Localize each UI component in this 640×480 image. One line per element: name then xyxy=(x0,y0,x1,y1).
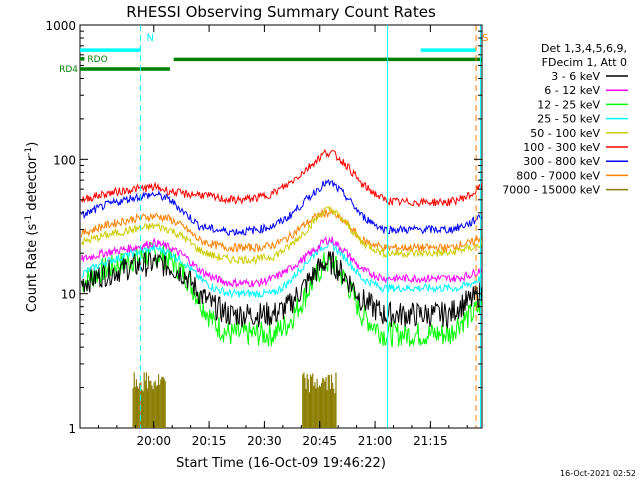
series-line-12-25keV xyxy=(81,241,482,348)
y-tick-label: 10 xyxy=(61,288,76,302)
legend-entry-label: 7000 - 15000 keV xyxy=(502,184,600,197)
y-axis-label-mid: detector xyxy=(25,155,40,215)
x-tick-label: 21:15 xyxy=(413,434,448,448)
y-tick-label: 100 xyxy=(53,153,76,167)
x-tick-label: 20:45 xyxy=(302,434,337,448)
plot-frame xyxy=(79,24,483,429)
legend-entry: 300 - 800 keV xyxy=(523,155,628,168)
legend-entry-label: 100 - 300 keV xyxy=(523,141,600,154)
y-axis-label-sup2: -1 xyxy=(24,147,34,156)
legend-entry-label: 3 - 6 keV xyxy=(551,70,600,83)
legend-entry: 100 - 300 keV xyxy=(523,141,628,154)
series-line-100-300keV xyxy=(81,148,482,208)
series-line-50-100keV xyxy=(81,205,482,266)
flag-label-rdo: RDO xyxy=(87,55,107,65)
legend-entry: 3 - 6 keV xyxy=(551,70,628,83)
vertical-marker-1: N xyxy=(139,25,154,428)
legend-entry: 7000 - 15000 keV xyxy=(502,184,628,197)
y-axis-label-sup1: -1 xyxy=(24,215,34,224)
series-line-300-800keV xyxy=(81,178,482,236)
legend-entry-label: 6 - 12 keV xyxy=(544,84,600,97)
series-layer xyxy=(81,148,482,348)
series-line-800-7000keV xyxy=(81,208,482,254)
legend-entry-label: 50 - 100 keV xyxy=(530,127,600,140)
legend: Det 1,3,4,5,6,9, FDecim 1, Att 0 3 - 6 k… xyxy=(502,42,628,197)
legend-entry-label: 800 - 7000 keV xyxy=(516,169,600,182)
y-tick-label: 1 xyxy=(68,422,76,436)
x-tick-label: 20:30 xyxy=(247,434,282,448)
legend-entry-label: 12 - 25 keV xyxy=(537,98,600,111)
flag-bar-2: RDO xyxy=(80,55,108,65)
axes-layer: 20:00 20:15 20:30 20:45 21:00 21:15 1 10 100 1000 xyxy=(45,19,482,448)
burst-2 xyxy=(302,372,337,428)
x-tick-label: 20:15 xyxy=(192,434,227,448)
vertical-marker-3: S xyxy=(475,25,488,428)
y-axis-label: Count Rate (s-1 detector-1) xyxy=(24,142,40,313)
flag-layer: RDO RD4 xyxy=(59,48,482,75)
burst-1 xyxy=(132,372,166,428)
legend-entry: 800 - 7000 keV xyxy=(516,169,628,182)
legend-entry: 50 - 100 keV xyxy=(530,127,628,140)
flag-label-rd4: RD4 xyxy=(59,65,78,75)
flag-bar-4: RD4 xyxy=(59,65,170,75)
footer-timestamp: 16-Oct-2021 02:52 xyxy=(560,469,636,478)
y-axis-label-end: ) xyxy=(25,142,40,147)
chart-title: RHESSI Observing Summary Count Rates xyxy=(126,3,436,21)
burst-layer xyxy=(132,372,337,428)
marker-label-s: S xyxy=(482,33,488,44)
x-axis-label: Start Time (16-Oct-09 19:46:22) xyxy=(176,456,386,471)
legend-header-line-2: FDecim 1, Att 0 xyxy=(542,56,627,69)
marker-label-n: N xyxy=(146,33,153,44)
x-tick-label: 21:00 xyxy=(358,434,393,448)
legend-header-line-1: Det 1,3,4,5,6,9, xyxy=(541,42,627,55)
legend-entry: 25 - 50 keV xyxy=(537,113,628,126)
y-axis-label-main: Count Rate (s xyxy=(25,224,40,313)
series-line-3-6keV xyxy=(81,251,482,330)
legend-entry: 6 - 12 keV xyxy=(544,84,628,97)
legend-entry: 12 - 25 keV xyxy=(537,98,628,111)
y-tick-label: 1000 xyxy=(45,19,76,33)
series-line-6-12keV xyxy=(81,235,482,288)
legend-entry-label: 300 - 800 keV xyxy=(523,155,600,168)
x-tick-label: 20:00 xyxy=(136,434,171,448)
legend-entry-label: 25 - 50 keV xyxy=(537,113,600,126)
